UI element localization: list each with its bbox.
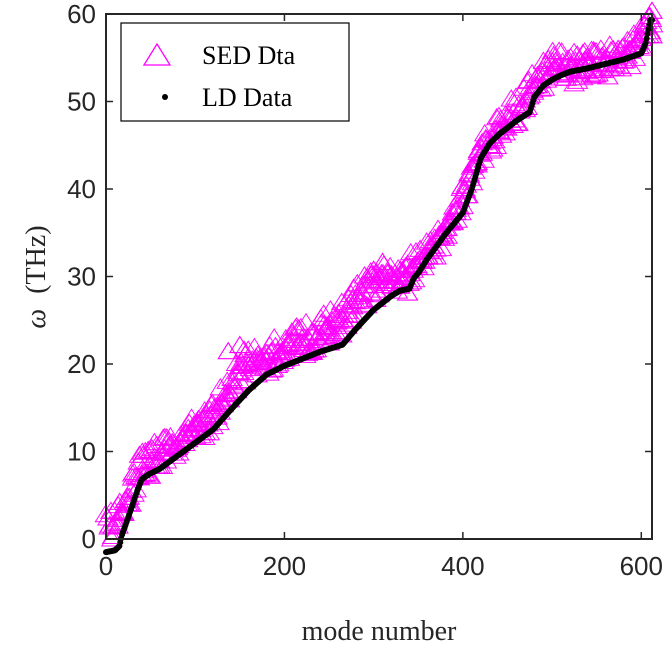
sed-point <box>396 256 418 275</box>
sed-point <box>212 394 235 413</box>
sed-point <box>405 241 427 260</box>
sed-point <box>101 526 124 544</box>
y-axis-symbol: ω <box>21 309 52 329</box>
y-tick-label: 30 <box>67 262 96 292</box>
sed-point <box>191 410 213 428</box>
legend-label-sed: SED Dta <box>202 41 296 70</box>
sed-point <box>362 265 385 283</box>
y-tick-label: 0 <box>82 524 96 554</box>
y-tick-label: 50 <box>67 87 96 117</box>
sed-point <box>295 312 317 331</box>
sed-point <box>393 267 416 285</box>
sed-point <box>159 426 182 445</box>
sed-point <box>425 239 447 257</box>
sed-point <box>127 452 150 470</box>
sed-point <box>550 42 573 60</box>
sed-point <box>285 316 308 335</box>
ld-point <box>643 35 650 42</box>
y-tick-label: 20 <box>67 349 96 379</box>
svg-text:ω (THz): ω (THz) <box>21 225 52 328</box>
sed-point <box>221 368 244 387</box>
sed-point <box>134 441 157 460</box>
axis-ticks: 0 200 400 600 0 10 20 30 40 50 60 <box>67 0 663 581</box>
y-tick-label: 10 <box>67 437 96 467</box>
ld-series <box>103 17 655 556</box>
sed-point <box>639 21 662 40</box>
sed-point <box>371 252 394 271</box>
y-tick-label: 40 <box>67 174 96 204</box>
x-tick-label: 400 <box>441 551 484 581</box>
ld-point <box>644 30 651 37</box>
sed-point <box>105 512 128 530</box>
sed-point <box>268 347 291 365</box>
sed-point <box>335 316 358 334</box>
sed-point <box>263 328 286 346</box>
sed-point <box>403 269 426 288</box>
y-axis-unit: (THz) <box>21 225 52 293</box>
legend: SED Dta LD Data <box>120 22 350 122</box>
sed-point <box>353 265 376 284</box>
sed-point <box>399 242 422 261</box>
sed-point <box>530 79 553 97</box>
sed-point <box>287 337 310 355</box>
sed-point <box>353 294 376 312</box>
ld-point <box>642 39 649 46</box>
sed-point <box>140 438 163 457</box>
sed-point <box>316 316 339 335</box>
sed-point <box>225 380 248 399</box>
sed-point <box>228 335 251 354</box>
sed-point <box>563 73 586 92</box>
x-tick-label: 0 <box>99 551 113 581</box>
sed-point <box>479 135 501 154</box>
legend-label-ld: LD Data <box>202 83 293 112</box>
legend-triangle-icon <box>142 42 172 66</box>
sed-point <box>199 405 222 423</box>
sed-point <box>356 275 379 294</box>
x-axis-title: mode number <box>302 616 457 647</box>
sed-point <box>355 295 378 314</box>
sed-point <box>123 462 145 480</box>
sed-point <box>505 87 527 105</box>
sed-point <box>598 35 621 53</box>
ld-point <box>645 26 652 33</box>
sed-point <box>572 43 594 61</box>
y-axis-title: ω (THz) <box>21 225 52 328</box>
sed-point <box>217 341 240 360</box>
legend-box <box>120 22 350 122</box>
sed-point <box>289 332 312 351</box>
y-tick-label: 60 <box>67 0 96 29</box>
sed-point <box>223 375 245 393</box>
sed-series <box>94 1 664 547</box>
sed-point <box>312 304 335 322</box>
sed-point <box>323 326 346 345</box>
sed-point <box>366 282 389 301</box>
x-tick-label: 200 <box>263 551 306 581</box>
sed-point <box>325 323 348 341</box>
ld-point <box>646 21 653 28</box>
x-tick-label: 600 <box>620 551 663 581</box>
legend-dot-icon <box>162 94 168 100</box>
sed-point <box>352 284 375 302</box>
sed-point <box>234 371 257 390</box>
sed-point <box>243 337 266 355</box>
sed-point <box>289 317 312 336</box>
sed-point <box>340 311 363 329</box>
